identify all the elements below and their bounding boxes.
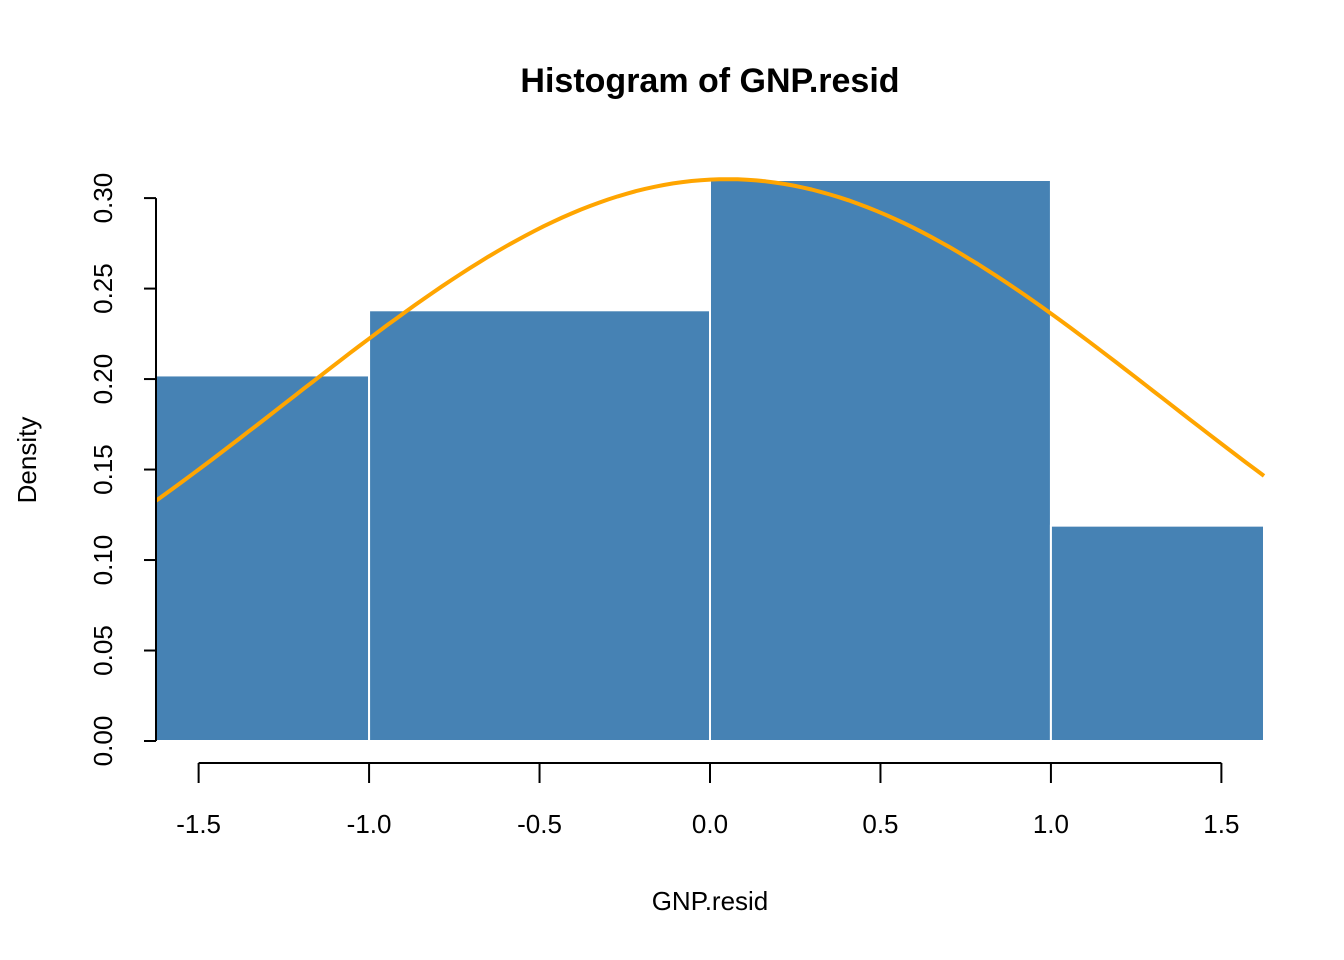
histogram-bar-3 (709, 179, 1052, 742)
chart-title: Histogram of GNP.resid (520, 62, 899, 100)
y-tick-label: 0.10 (88, 535, 118, 586)
histogram-bar-1 (155, 374, 371, 742)
x-axis: -1.5 -1.0 -0.5 0.0 0.5 1.0 1.5 (176, 762, 1239, 839)
histogram-bars (155, 179, 1266, 742)
x-axis-label: GNP.resid (652, 886, 769, 916)
x-tick-label: 0.5 (862, 809, 898, 839)
x-tick-label: 1.0 (1033, 809, 1069, 839)
y-tick-label: 0.30 (88, 173, 118, 224)
x-tick-label: 1.5 (1203, 809, 1239, 839)
y-tick-label: 0.15 (88, 444, 118, 495)
density-curve (154, 177, 1266, 503)
histogram-bar-4 (1049, 524, 1266, 742)
y-tick-label: 0.25 (88, 263, 118, 314)
x-tick-label: -0.5 (517, 809, 562, 839)
y-tick-label: 0.20 (88, 354, 118, 405)
x-tick-label: -1.5 (176, 809, 221, 839)
x-tick-label: -1.0 (347, 809, 392, 839)
histogram-bar-2 (368, 309, 711, 742)
x-tick-label: 0.0 (692, 809, 728, 839)
y-tick-label: 0.05 (88, 625, 118, 676)
y-axis-label: Density (12, 417, 42, 504)
y-tick-label: 0.00 (88, 716, 118, 767)
y-axis: 0.00 0.05 0.10 0.15 0.20 0.25 0.30 (88, 173, 157, 767)
